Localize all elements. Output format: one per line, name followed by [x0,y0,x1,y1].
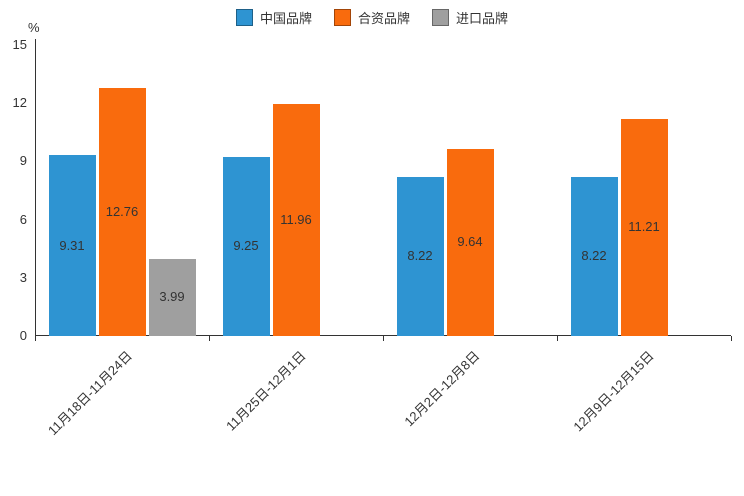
bar-series0-cat2 [396,176,444,336]
x-axis-tick [35,336,36,341]
legend-item-2[interactable]: 进口品牌 [432,8,508,27]
bar-series1-cat1 [272,103,320,336]
x-axis-category-text: 11月18日-11月24日 [44,348,135,439]
x-axis-category-text: 12月2日-12月8日 [401,348,483,430]
legend-swatch-icon [333,9,351,26]
bar-value-label: 3.99 [159,289,185,305]
bar-series0-cat1 [222,156,270,336]
y-axis-tick-label: 3 [19,269,27,285]
legend-item-1[interactable]: 合资品牌 [333,8,410,27]
y-axis-tick-label: 9 [19,153,27,169]
x-axis-line [35,335,731,336]
x-axis-tick [209,336,210,341]
legend-item-label: 进口品牌 [456,11,509,26]
bar-value-label: 9.31 [59,237,85,253]
legend-swatch-icon [432,9,449,26]
bar-series2-cat0 [148,258,196,336]
y-axis-unit-label: % [28,20,40,35]
bar-value-label: 9.25 [233,238,259,254]
bar-value-label: 11.96 [280,211,312,227]
plot-area: 0 3 6 9 12 15 11月18日-11月24日 11月25日-12月1日 12月2日-1… [13,37,732,438]
bar-series1-cat3 [620,118,668,336]
y-axis-line [35,39,36,336]
x-axis-tick [557,336,558,341]
legend-item-0[interactable]: 中国品牌 [235,8,312,27]
legend-swatch-icon [235,9,253,26]
x-axis-tick [731,336,732,341]
x-axis-tick [383,336,384,341]
legend-item-label: 合资品牌 [357,11,410,26]
bar-value-label: 11.21 [628,219,660,235]
x-axis-category-text: 11月25日-12月1日 [223,348,309,434]
y-axis-tick-label: 12 [12,95,27,111]
bar-value-label: 12.76 [105,204,139,220]
chart-legend: 中国品牌 合资品牌 进口品牌 [0,8,744,27]
bar-series0-cat0 [48,155,96,336]
y-axis-tick-label: 15 [12,37,27,52]
bar-value-label: 9.64 [457,234,483,250]
x-axis-category-text: 12月9日-12月15日 [570,348,657,435]
bar-value-label: 8.22 [581,248,607,264]
y-axis-tick-label: 6 [19,211,27,227]
bar-series0-cat3 [570,176,618,336]
bar-value-label: 8.22 [407,248,433,264]
y-axis-tick-label: 0 [19,328,27,343]
bar-series1-cat2 [446,148,494,336]
legend-item-label: 中国品牌 [259,11,312,26]
bar-series1-cat0 [98,88,146,336]
